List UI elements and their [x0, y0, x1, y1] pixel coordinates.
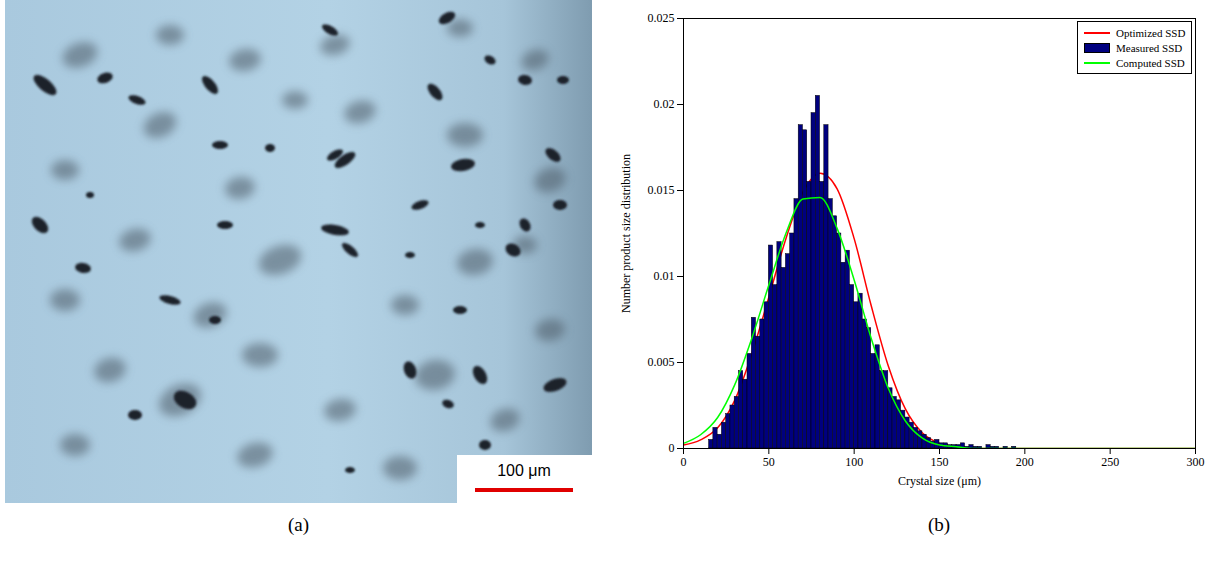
html-text:Optimized SSD: Optimized SSD: [1116, 26, 1186, 39]
svg-text:200: 200: [1016, 455, 1034, 469]
svg-text:0.01: 0.01: [654, 269, 675, 283]
svg-text:150: 150: [931, 455, 949, 469]
html-text:(b): (b): [927, 514, 951, 535]
svg-text:300: 300: [1187, 455, 1205, 469]
svg-text:Number product size distributi: Number product size distribution: [619, 154, 633, 313]
svg-text:0.005: 0.005: [648, 355, 675, 369]
svg-text:0.02: 0.02: [654, 97, 675, 111]
svg-text:0: 0: [669, 441, 675, 455]
svg-text:50: 50: [763, 455, 775, 469]
html-text:Computed SSD: Computed SSD: [1116, 56, 1185, 69]
svg-text:Crystal size (μm): Crystal size (μm): [898, 474, 981, 488]
svg-text:100: 100: [845, 455, 863, 469]
svg-text:0.025: 0.025: [648, 11, 675, 25]
html-text:(a): (a): [288, 514, 309, 535]
svg-text:250: 250: [1101, 455, 1119, 469]
svg-text:0.015: 0.015: [648, 183, 675, 197]
svg-text:100 μm: 100 μm: [497, 462, 551, 479]
html-text:Measured SSD: Measured SSD: [1116, 41, 1183, 54]
svg-text:0: 0: [681, 455, 687, 469]
